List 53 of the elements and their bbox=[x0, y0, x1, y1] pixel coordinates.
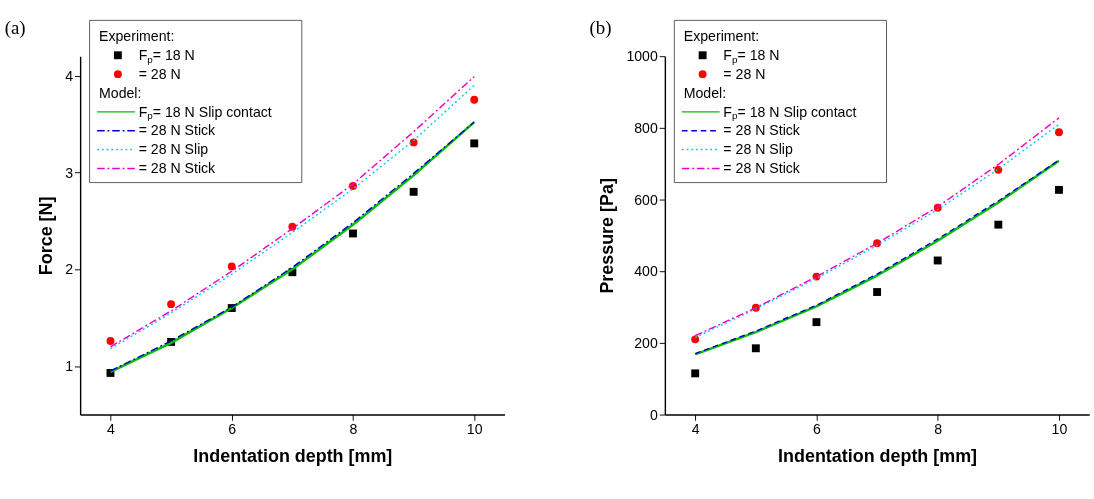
y-tick-label: 1 bbox=[65, 358, 74, 375]
legend-label: = 28 N Stick bbox=[138, 122, 217, 139]
x-tick-label: 10 bbox=[1051, 420, 1068, 437]
y-tick-label: 2 bbox=[65, 261, 74, 278]
chart-title: (b) bbox=[589, 16, 612, 39]
annotation: Model: bbox=[683, 84, 727, 101]
x-tick-label: 4 bbox=[107, 420, 116, 437]
legend-label: = 28 N bbox=[723, 65, 766, 82]
point bbox=[167, 300, 176, 309]
chart-title: (a) bbox=[4, 16, 26, 39]
y-tick-label: 4 bbox=[65, 67, 74, 84]
point bbox=[470, 95, 479, 104]
annotation: Model: bbox=[99, 84, 142, 101]
point bbox=[812, 318, 821, 327]
x-tick-label: 6 bbox=[813, 420, 821, 437]
legend-label: = 28 N bbox=[138, 65, 181, 82]
point bbox=[691, 335, 700, 344]
x-axis-title: Indentation depth [mm] bbox=[193, 446, 393, 467]
point bbox=[106, 337, 115, 345]
y-tick-label: 3 bbox=[65, 164, 74, 181]
x-tick-label: 4 bbox=[691, 420, 700, 437]
point bbox=[1055, 128, 1063, 137]
y-tick-label: 400 bbox=[634, 263, 658, 280]
legend-label: = 28 N Stick bbox=[138, 160, 217, 177]
legend-label: = 28 N Slip bbox=[723, 141, 793, 158]
point bbox=[751, 344, 760, 353]
point bbox=[994, 220, 1003, 229]
y-tick-label: 800 bbox=[634, 120, 658, 137]
legend-title: Experiment: bbox=[99, 28, 175, 45]
legend-label: = 28 N Stick bbox=[723, 122, 801, 139]
point bbox=[409, 187, 418, 196]
x-tick-label: 10 bbox=[466, 420, 483, 437]
y-tick-label: 0 bbox=[649, 406, 658, 423]
legend-label: = 28 N Slip bbox=[138, 141, 209, 158]
x-tick-label: 6 bbox=[228, 420, 237, 437]
legend-title: Experiment: bbox=[683, 28, 760, 45]
y-tick-label: 600 bbox=[634, 191, 658, 208]
point bbox=[994, 165, 1003, 174]
point bbox=[933, 256, 942, 265]
y-axis-title: Pressure [Pa] bbox=[597, 178, 618, 294]
y-axis-title: Force [N] bbox=[36, 196, 57, 276]
y-tick-label: 1000 bbox=[626, 48, 658, 65]
point bbox=[1055, 185, 1063, 194]
point bbox=[349, 229, 357, 238]
point bbox=[691, 369, 700, 378]
legend-label: = 28 N Stick bbox=[723, 160, 801, 177]
x-axis-title: Indentation depth [mm] bbox=[778, 446, 978, 467]
point bbox=[470, 139, 479, 148]
point bbox=[873, 288, 882, 296]
x-tick-label: 8 bbox=[934, 420, 943, 437]
x-tick-label: 8 bbox=[349, 420, 358, 437]
point bbox=[227, 262, 236, 271]
y-tick-label: 200 bbox=[634, 335, 658, 352]
